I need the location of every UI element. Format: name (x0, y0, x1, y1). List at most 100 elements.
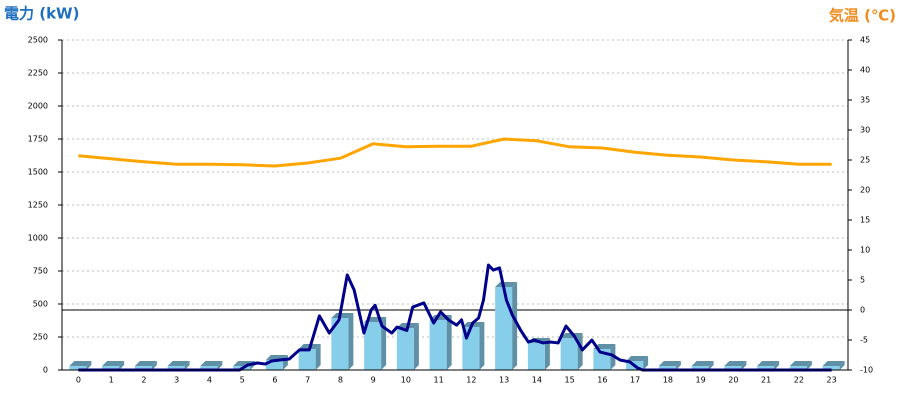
x-tick-label: 16 (597, 376, 607, 385)
bar-top (331, 312, 354, 318)
bar-side (151, 361, 157, 370)
bar-top (560, 333, 583, 339)
y-tick-label: 2000 (28, 102, 48, 111)
bar-top (757, 361, 780, 367)
y2-tick-label: 5 (860, 276, 865, 285)
bar-side (479, 321, 485, 370)
bar (495, 286, 513, 370)
bar (298, 349, 316, 370)
x-tick-label: 21 (761, 376, 771, 385)
bar (200, 366, 218, 370)
bar-top (691, 361, 714, 367)
y2-tick-label: 45 (860, 36, 870, 45)
x-tick-label: 15 (565, 376, 575, 385)
bar (658, 366, 676, 370)
x-tick-label: 9 (371, 376, 376, 385)
x-tick-label: 18 (663, 376, 673, 385)
bar-top (167, 361, 190, 367)
bar-side (381, 316, 387, 370)
y-tick-label: 1250 (28, 201, 48, 210)
y-tick-label: 0 (43, 366, 48, 375)
y2-tick-label: 30 (860, 126, 870, 135)
y2-tick-label: 20 (860, 186, 870, 195)
bar-side (512, 281, 518, 370)
bar-side (413, 323, 419, 370)
y2-tick-label: 40 (860, 66, 870, 75)
y-tick-label: 250 (33, 333, 48, 342)
y2-tick-label: 0 (860, 306, 865, 315)
x-tick-label: 19 (696, 376, 706, 385)
y-tick-label: 1750 (28, 135, 48, 144)
bar-top (102, 361, 125, 367)
y-tick-label: 2250 (28, 69, 48, 78)
y2-tick-label: 15 (860, 216, 870, 225)
x-tick-label: 11 (434, 376, 444, 385)
y2-tick-label: 10 (860, 246, 870, 255)
bar (134, 366, 152, 370)
bar (396, 328, 414, 370)
x-tick-label: 14 (532, 376, 542, 385)
x-tick-label: 23 (827, 376, 837, 385)
x-tick-label: 12 (466, 376, 476, 385)
bar-top (822, 361, 845, 367)
bar-side (86, 361, 92, 370)
x-tick-label: 8 (338, 376, 343, 385)
bar-top (626, 356, 649, 362)
x-tick-label: 3 (174, 376, 179, 385)
y2-axis-title: 気温 (℃) (829, 7, 896, 25)
x-tick-label: 6 (272, 376, 277, 385)
bar-side (806, 361, 812, 370)
bar-side (577, 333, 583, 370)
bar (69, 366, 87, 370)
bar-side (774, 361, 780, 370)
bar-top (134, 361, 157, 367)
bar (265, 359, 283, 370)
bar (167, 366, 185, 370)
bar (757, 366, 775, 370)
bar (691, 366, 709, 370)
y2-tick-label: 35 (860, 96, 870, 105)
bar (429, 319, 447, 370)
bar-side (348, 312, 354, 370)
x-tick-label: 5 (240, 376, 245, 385)
bar-side (643, 356, 649, 370)
bar-side (315, 344, 321, 370)
x-tick-label: 4 (207, 376, 212, 385)
bar-top (724, 361, 747, 367)
bar-side (184, 361, 190, 370)
x-tick-label: 20 (728, 376, 738, 385)
x-tick-label: 7 (305, 376, 310, 385)
bar (331, 317, 349, 370)
bar-side (446, 314, 452, 370)
bar-side (741, 361, 747, 370)
bar-side (544, 337, 550, 370)
y2-tick-label: -10 (860, 366, 873, 375)
x-tick-label: 1 (109, 376, 114, 385)
bar-top (495, 281, 518, 287)
bar-side (839, 361, 845, 370)
y-axis-title: 電力 (kW) (4, 5, 79, 23)
line (78, 137, 832, 168)
x-tick-label: 10 (401, 376, 411, 385)
y-tick-label: 2500 (28, 36, 48, 45)
bar (822, 366, 840, 370)
bar-side (217, 361, 223, 370)
bar-top (200, 361, 223, 367)
bar (724, 366, 742, 370)
x-tick-label: 2 (141, 376, 146, 385)
bar-top (658, 361, 681, 367)
bar-top (789, 361, 812, 367)
x-tick-label: 0 (76, 376, 81, 385)
bar (527, 342, 545, 370)
bar-side (119, 361, 125, 370)
bar-side (708, 361, 714, 370)
bar (364, 321, 382, 370)
y-tick-label: 750 (33, 267, 48, 276)
bar (102, 366, 120, 370)
y2-tick-label: -5 (860, 336, 868, 345)
x-tick-label: 13 (499, 376, 509, 385)
x-tick-label: 17 (630, 376, 640, 385)
bar (560, 338, 578, 370)
y-tick-label: 1500 (28, 168, 48, 177)
